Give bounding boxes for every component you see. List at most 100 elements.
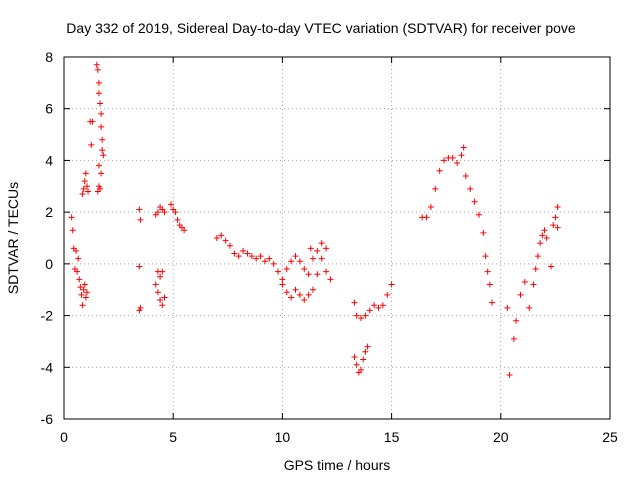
data-point [137,216,144,223]
data-point [484,268,491,275]
y-tick-label: 8 [45,49,53,65]
x-tick-label: 25 [602,429,618,445]
data-point [99,147,106,154]
data-point [136,263,143,270]
data-point [98,170,105,177]
y-tick-label: -4 [41,359,54,375]
data-point [174,216,181,223]
data-point [261,258,268,265]
data-point [222,237,229,244]
data-point [482,253,489,260]
data-point [181,227,188,234]
data-point [73,247,80,254]
data-point [275,268,282,275]
data-point [154,289,161,296]
data-point [218,232,225,239]
data-segment-seg2 [79,170,92,198]
data-point [366,307,373,314]
data-point [213,235,220,241]
y-tick-label: -6 [41,411,54,427]
data-point [88,141,95,148]
data-point [541,227,548,234]
data-point [168,201,175,208]
data-point [80,286,87,293]
data-point [266,255,273,262]
data-segment-seg10 [351,281,395,322]
data-point [99,136,106,143]
data-point [362,312,369,319]
data-point [532,266,539,273]
data-point [537,240,544,247]
data-point [351,299,358,306]
y-axis-label: SDTVAR / TECUs [5,182,21,294]
x-axis-label: GPS time / hours [284,457,391,473]
axis-ticks [63,56,611,420]
data-point [358,366,365,373]
data-point [552,214,559,221]
data-point [93,61,100,68]
data-point [307,245,314,252]
data-point [543,235,550,241]
data-point [270,260,277,267]
data-point [100,152,107,159]
y-tick-label: -2 [41,308,54,324]
data-point [136,206,143,213]
data-segment-seg6 [152,203,168,309]
data-point [548,263,555,270]
data-point [78,291,85,298]
data-point [462,172,469,179]
data-point [323,245,330,252]
y-tick-label: 2 [45,204,53,220]
data-point [309,255,316,262]
data-segment-seg8 [213,232,334,283]
data-segment-seg7 [168,201,188,234]
data-segment-seg1 [68,214,90,309]
data-point [226,242,233,249]
data-point [351,353,358,360]
data-point [82,170,89,177]
data-point [292,286,299,293]
data-segment-seg13 [504,203,561,379]
data-point [95,183,102,190]
data-point [539,232,546,239]
data-point [362,348,369,355]
data-point [136,307,143,314]
data-point [458,152,465,159]
data-point [152,281,159,288]
data-point [172,209,179,216]
data-point [388,281,395,288]
data-point [441,157,448,164]
data-point [89,118,96,125]
data-segment-seg9 [279,240,330,304]
data-point [257,253,264,260]
data-point [79,191,86,198]
data-point [81,178,88,185]
chart-title: Day 332 of 2019, Sidereal Day-to-day VTE… [66,20,576,36]
data-point [82,294,89,301]
y-tick-label: 0 [45,256,53,272]
data-point [137,304,144,311]
y-tick-label: 4 [45,152,53,168]
data-point [432,185,439,192]
data-point [504,304,511,311]
data-point [231,250,238,257]
data-point [80,185,87,192]
data-point [489,299,496,306]
y-tick-labels: -6 -4 -2 0 2 4 6 8 [41,49,54,427]
data-point [244,250,251,257]
data-point [467,185,474,192]
data-point [98,110,105,117]
data-points [68,61,561,379]
data-point [517,291,524,298]
data-point [97,185,104,192]
data-point [94,66,101,73]
data-point [534,253,541,260]
data-point [318,240,325,247]
data-point [81,281,88,288]
data-point [550,222,557,229]
data-point [327,276,334,283]
data-point [314,247,321,254]
data-point [301,297,308,304]
data-point [248,253,255,260]
data-point [95,90,102,97]
